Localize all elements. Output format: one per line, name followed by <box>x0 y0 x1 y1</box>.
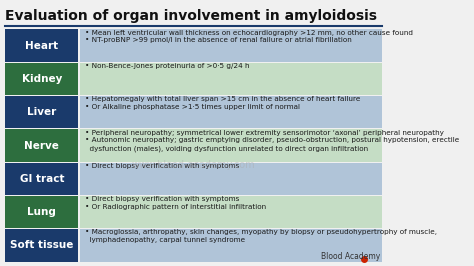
Text: • Hepatomegaly with total liver span >15 cm in the absence of heart failure
• Or: • Hepatomegaly with total liver span >15… <box>85 96 360 110</box>
FancyBboxPatch shape <box>5 96 78 128</box>
FancyBboxPatch shape <box>80 163 382 195</box>
Text: Kidney: Kidney <box>22 74 62 84</box>
FancyBboxPatch shape <box>80 129 382 162</box>
Text: Lung: Lung <box>27 207 56 217</box>
Text: • Macroglossia, arthropathy, skin changes, myopathy by biopsy or pseudohypertrop: • Macroglossia, arthropathy, skin change… <box>85 229 437 243</box>
Text: Soft tissue: Soft tissue <box>10 240 73 250</box>
FancyBboxPatch shape <box>5 30 78 62</box>
FancyBboxPatch shape <box>5 196 78 228</box>
FancyBboxPatch shape <box>5 229 78 261</box>
Text: Blood Academy: Blood Academy <box>321 252 380 261</box>
FancyBboxPatch shape <box>80 229 382 261</box>
Text: www.blood-academy.com: www.blood-academy.com <box>132 160 255 170</box>
FancyBboxPatch shape <box>5 129 78 162</box>
FancyBboxPatch shape <box>5 63 78 95</box>
Text: • Direct biopsy verification with symptoms
• Or Radiographic pattern of intersti: • Direct biopsy verification with sympto… <box>85 196 266 210</box>
Text: • Direct biopsy verification with symptoms: • Direct biopsy verification with sympto… <box>85 163 239 169</box>
FancyBboxPatch shape <box>80 96 382 128</box>
Text: Liver: Liver <box>27 107 56 117</box>
FancyBboxPatch shape <box>80 30 382 62</box>
Text: GI tract: GI tract <box>19 174 64 184</box>
Text: • Peripheral neuropathy; symmetrical lower extremity sensorimotor ‘axonal’ perip: • Peripheral neuropathy; symmetrical low… <box>85 130 459 152</box>
Text: Heart: Heart <box>25 41 58 51</box>
Text: • Non-Bence-Jones proteinuria of >0·5 g/24 h: • Non-Bence-Jones proteinuria of >0·5 g/… <box>85 63 249 69</box>
Text: Nerve: Nerve <box>24 140 59 151</box>
FancyBboxPatch shape <box>80 196 382 228</box>
Text: • Mean left ventricular wall thickness on echocardiography >12 mm, no other caus: • Mean left ventricular wall thickness o… <box>85 30 413 43</box>
FancyBboxPatch shape <box>80 63 382 95</box>
FancyBboxPatch shape <box>5 163 78 195</box>
Text: Evaluation of organ involvement in amyloidosis: Evaluation of organ involvement in amylo… <box>5 9 377 23</box>
